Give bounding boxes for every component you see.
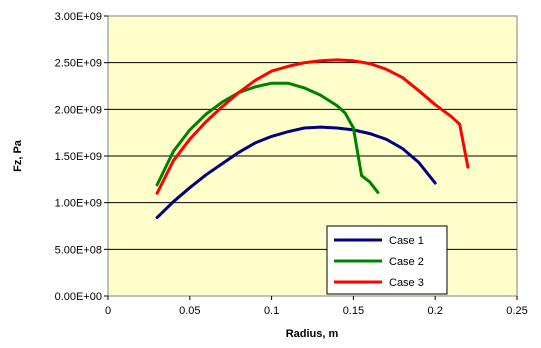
legend-label-case-1: Case 1 [389, 235, 424, 247]
y-tick-label: 0.00E+00 [55, 291, 102, 303]
series-line-case-1 [155, 125, 437, 220]
y-tick-label: 5.00E+08 [55, 244, 102, 256]
x-axis: 0 0.05 0.1 0.15 0.2 0.25 [105, 296, 528, 317]
legend: Case 1 Case 2 Case 3 [326, 225, 448, 295]
y-tick-label: 2.00E+09 [55, 104, 102, 116]
y-tick-label: 3.00E+09 [55, 11, 102, 23]
legend-label-case-3: Case 3 [389, 277, 424, 289]
legend-label-case-2: Case 2 [389, 256, 424, 268]
y-axis: 0.00E+00 5.00E+08 1.00E+09 1.50E+09 2.00E+09… [55, 11, 108, 303]
y-tick-label: 1.50E+09 [55, 151, 102, 163]
x-tick-label: 0.2 [428, 305, 443, 317]
x-axis-title: Radius, m [286, 328, 339, 340]
x-tick-label: 0 [105, 305, 111, 317]
series-layer [155, 58, 470, 220]
x-tick-label: 0.15 [343, 305, 364, 317]
x-tick-label: 0.25 [506, 305, 527, 317]
y-tick-label: 1.00E+09 [55, 198, 102, 210]
x-tick-label: 0.05 [179, 305, 200, 317]
y-tick-label: 2.50E+09 [55, 58, 102, 70]
series-line-case-2 [155, 81, 380, 194]
y-axis-title: Fz, Pa [12, 139, 24, 172]
x-tick-label: 0.1 [264, 305, 279, 317]
series-line-case-3 [155, 58, 470, 195]
